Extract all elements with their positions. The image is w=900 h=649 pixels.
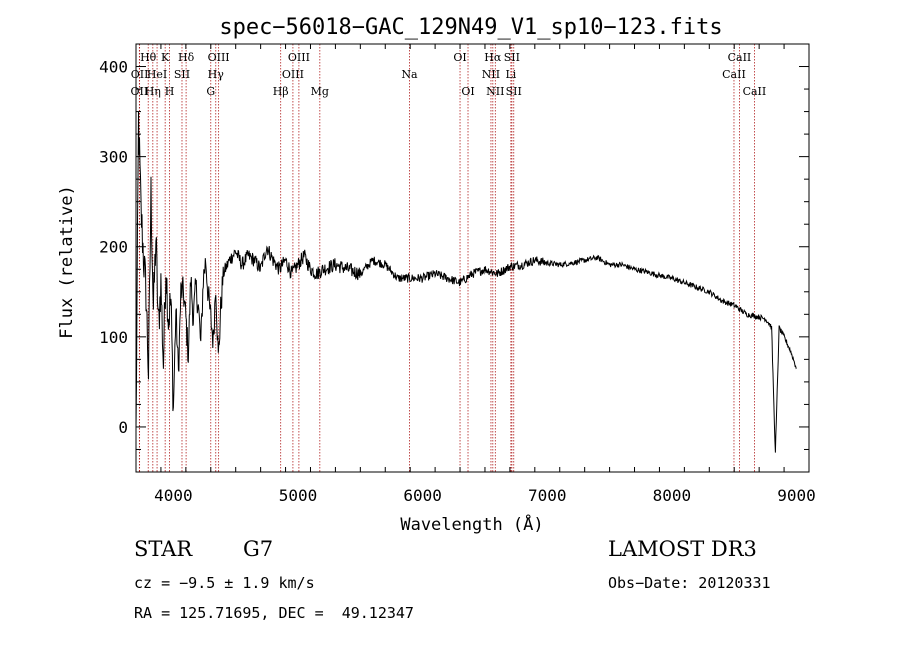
- spectrum-chart: spec−56018−GAC_129N49_V1_sp10−123.fits O…: [57, 15, 816, 535]
- line-label-27: CaII: [743, 85, 767, 98]
- spectral-line-markers: [138, 44, 755, 472]
- spectral-line-labels: OII OII Hθ Hη HeI K H SII Hδ G Hγ OIII Hβ OIII OIII Mg N…: [131, 51, 767, 98]
- x-tick-label: 5000: [279, 486, 318, 505]
- y-tick-label: 100: [99, 328, 128, 347]
- line-label-15: Mg: [311, 85, 329, 98]
- x-axis-label: Wavelength (Å): [400, 513, 543, 535]
- x-tick-label: 4000: [154, 486, 193, 505]
- y-tick-label: 300: [99, 148, 128, 167]
- redshift-cz: cz = −9.5 ± 1.9 km/s: [134, 574, 315, 592]
- line-label-0: OII: [131, 85, 149, 98]
- line-label-22: Li: [505, 68, 516, 81]
- line-label-23: SII: [504, 51, 520, 64]
- line-label-2: Hθ: [140, 51, 157, 64]
- line-label-11: OIII: [208, 51, 230, 64]
- line-label-19: NII: [482, 68, 500, 81]
- spectrum-line: [135, 111, 797, 453]
- object-subclass: G7: [243, 537, 274, 561]
- x-tick-label: 9000: [777, 486, 816, 505]
- chart-title: spec−56018−GAC_129N49_V1_sp10−123.fits: [219, 15, 722, 40]
- line-label-17: OI: [453, 51, 466, 64]
- line-label-18: OI: [461, 85, 474, 98]
- observation-date: Obs−Date: 20120331: [608, 574, 771, 592]
- y-tick-label: 0: [118, 418, 128, 437]
- line-label-8: Hδ: [178, 51, 195, 64]
- line-label-10: Hγ: [208, 68, 225, 81]
- y-tick-label: 400: [99, 58, 128, 77]
- line-label-9: G: [206, 85, 215, 98]
- line-label-1: OII: [131, 68, 149, 81]
- x-tick-label: 7000: [528, 486, 567, 505]
- line-label-3: Hη: [145, 85, 161, 98]
- line-label-24: SII: [506, 85, 522, 98]
- plot-frame: [135, 43, 810, 473]
- line-label-6: H: [165, 85, 175, 98]
- line-label-25: CaII: [722, 68, 746, 81]
- line-label-13: OIII: [282, 68, 304, 81]
- y-tick-label: 200: [99, 238, 128, 257]
- coordinates: RA = 125.71695, DEC = 49.12347: [134, 604, 414, 622]
- line-label-7: SII: [174, 68, 190, 81]
- line-label-12: Hβ: [273, 85, 289, 98]
- line-label-26: CaII: [728, 51, 752, 64]
- line-label-5: K: [161, 51, 170, 64]
- y-axis-label: Flux (relative): [57, 185, 77, 339]
- x-tick-label: 8000: [653, 486, 692, 505]
- line-label-20: Hα: [484, 51, 502, 64]
- spectrum-series: [135, 111, 797, 453]
- x-tick-label: 6000: [403, 486, 442, 505]
- line-label-4: HeI: [147, 68, 167, 81]
- line-label-16: Na: [401, 68, 418, 81]
- survey-name: LAMOST DR3: [608, 537, 757, 561]
- line-label-21: NII: [486, 85, 504, 98]
- line-label-14: OIII: [288, 51, 310, 64]
- y-axis: 0 100 200 300 400: [99, 43, 809, 473]
- object-class: STAR: [134, 537, 193, 561]
- x-axis: 4000 5000 6000 7000 8000 9000: [135, 44, 816, 505]
